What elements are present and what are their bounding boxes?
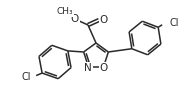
Text: O: O <box>100 15 108 25</box>
Text: O: O <box>100 63 108 73</box>
Text: N: N <box>85 63 92 73</box>
Text: Cl: Cl <box>22 72 31 82</box>
Text: O: O <box>71 14 79 24</box>
Text: Cl: Cl <box>169 18 179 28</box>
Text: CH₃: CH₃ <box>57 7 73 17</box>
